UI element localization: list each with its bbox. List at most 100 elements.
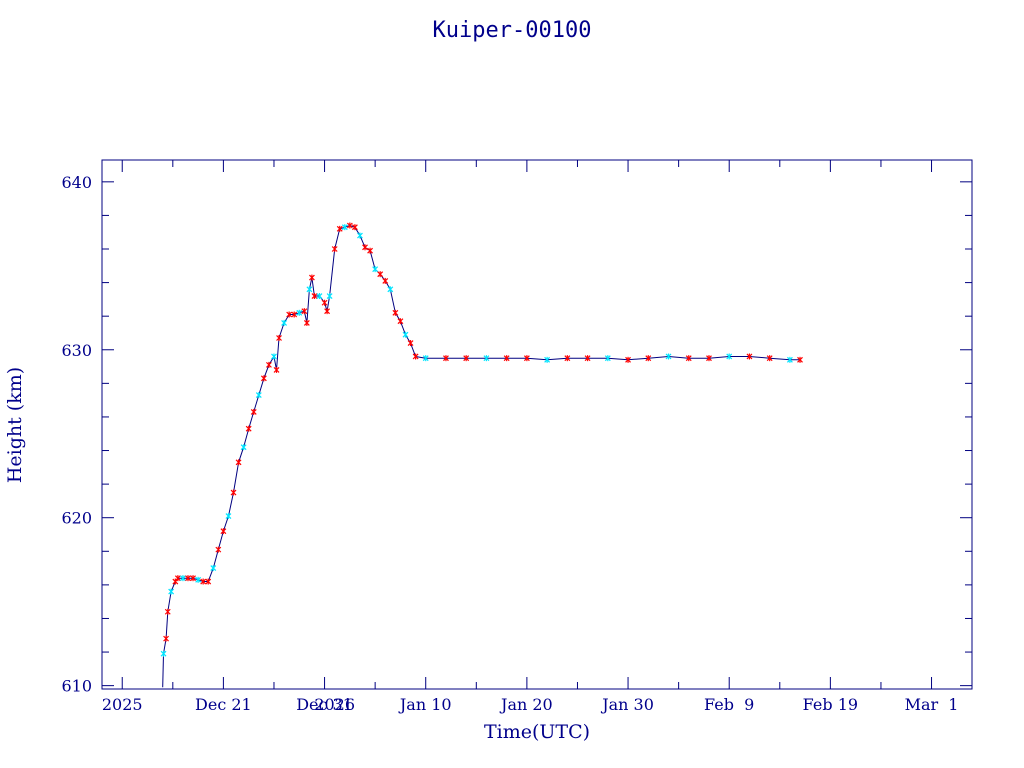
x-axis-label: Time(UTC) [484,721,590,743]
data-point [163,635,169,642]
data-point [706,355,712,362]
x-tick-label: 2025 [102,695,143,714]
data-point [331,246,338,253]
data-point [215,546,222,553]
y-tick-label: 610 [61,677,92,696]
data-point [367,247,374,254]
x-tick-label: Feb 19 [803,695,858,714]
data-point [311,293,318,300]
data-point [273,366,280,373]
data-point [362,244,368,251]
data-point [321,299,328,306]
data-point [407,340,414,347]
data-point [260,375,267,382]
x-tick-label: Mar 1 [905,695,959,714]
data-point [190,575,196,582]
x-tick-label: Feb 9 [704,695,754,714]
x-tick-label: Jan 20 [499,695,553,714]
x-tick-label: Jan 10 [398,695,452,714]
data-point [306,286,313,293]
series-markers [160,222,803,657]
data-point [336,225,343,232]
data-point [346,222,353,229]
data-point [544,356,551,363]
x-tick-label: Dec 21 [195,695,252,714]
data-point [766,355,773,362]
data-point [523,355,530,362]
data-point [397,318,404,325]
data-point [645,355,652,362]
data-point [168,588,175,595]
data-point [483,355,490,362]
data-point [265,361,272,368]
data-point [281,319,288,326]
data-point [185,575,191,582]
x-tick-label: Dec 31 [296,695,353,714]
data-point [382,277,389,284]
data-point [240,444,247,451]
data-point [392,309,399,316]
data-point [387,286,394,293]
data-point [797,356,803,363]
data-point [235,459,242,466]
x-tick-label: Jan 30 [600,695,654,714]
data-point [685,355,692,362]
data-point [230,489,237,496]
y-tick-labels: 610 620 630 640 [61,173,92,696]
data-point [250,408,257,415]
data-point [308,274,315,281]
data-point [463,355,470,362]
data-point [210,565,217,572]
data-point [286,311,293,318]
data-point [422,355,429,362]
series-line [162,224,800,688]
axis-ticks [102,160,972,689]
data-point [351,224,358,231]
data-point [255,392,262,399]
data-point [195,576,202,583]
data-point [372,266,379,273]
data-point [164,608,171,615]
x-tick-label: 2026 [314,695,355,714]
data-point [377,271,384,278]
data-point [316,293,323,300]
data-point [357,232,363,239]
y-tick-label: 620 [61,509,92,528]
data-point [220,528,227,535]
data-point [174,575,181,582]
data-point [324,308,331,315]
data-point [402,331,409,338]
data-point [303,319,310,326]
data-point [665,353,672,360]
data-point [180,575,186,582]
y-tick-label: 640 [61,173,92,192]
chart-title: Kuiper-00100 [433,18,592,43]
data-point [564,355,571,362]
data-point [503,355,510,362]
data-point [160,650,167,657]
data-point [205,578,212,585]
data-point [786,356,793,363]
plot-frame [101,159,973,690]
data-point [291,311,298,318]
data-point [326,293,333,300]
y-tick-label: 630 [61,341,92,360]
data-point [245,425,252,432]
data-point [301,308,308,315]
data-point [200,578,207,585]
y-axis-label: Height (km) [4,367,26,483]
data-point [296,309,303,316]
data-point [271,353,277,360]
data-point [225,513,232,520]
data-point [412,353,419,360]
data-point [584,355,591,362]
data-point [443,355,449,362]
data-point [746,353,753,360]
data-point [341,224,348,231]
data-point [726,353,733,360]
data-point [604,355,611,362]
data-point [625,356,631,363]
data-point [276,335,282,342]
